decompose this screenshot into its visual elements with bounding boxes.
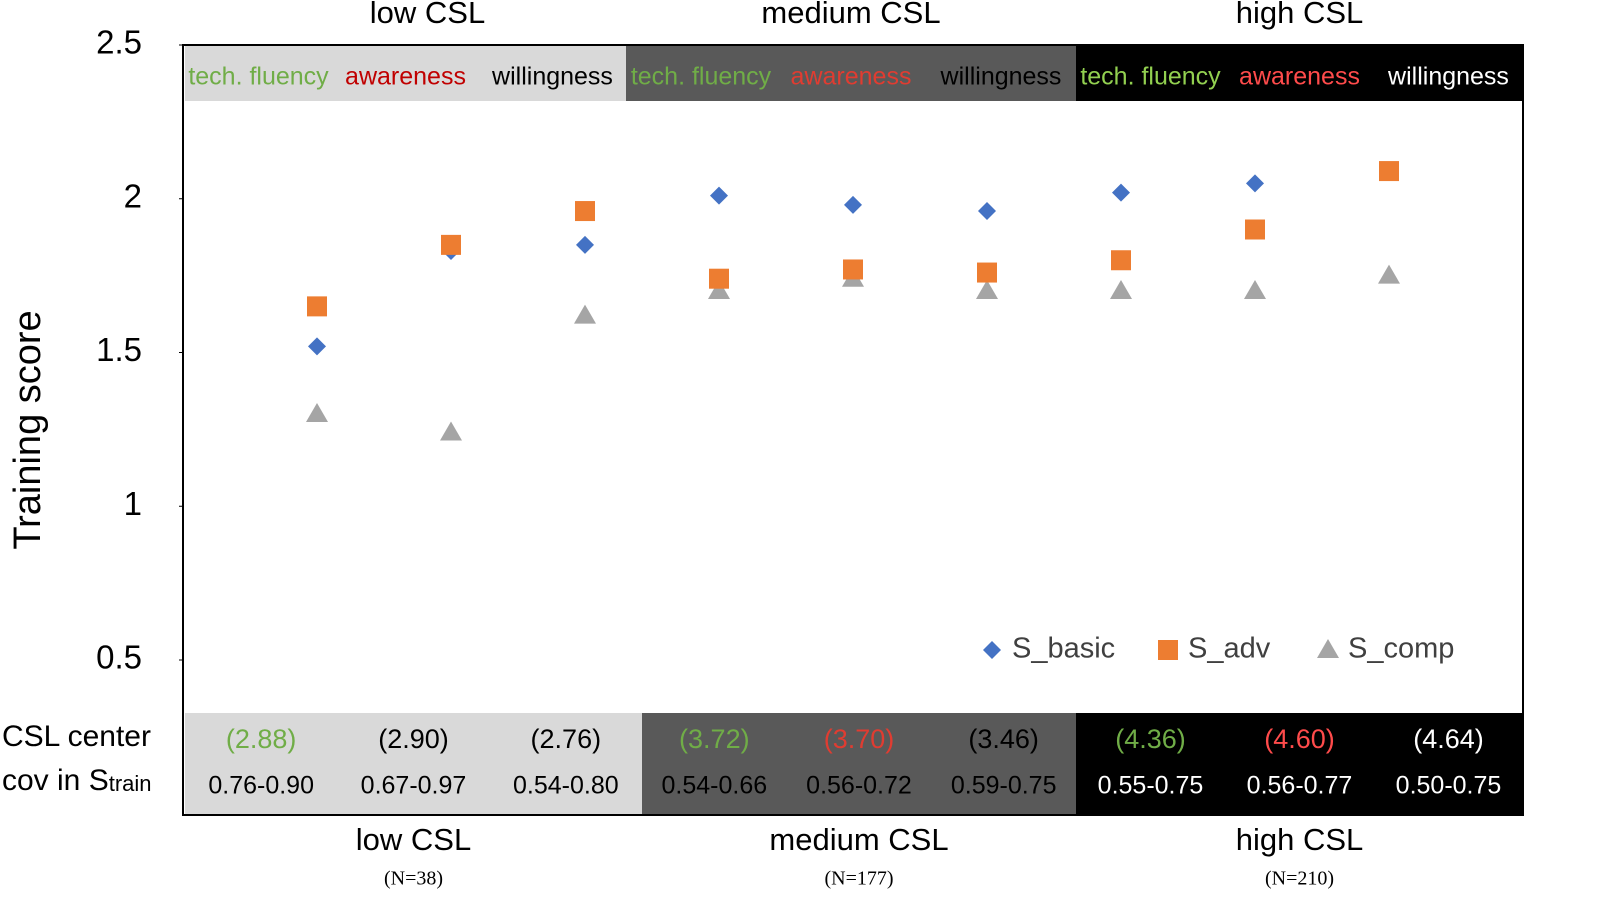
csl-center-value: (3.70): [824, 724, 895, 754]
square-marker: [709, 268, 729, 289]
coverage-value: 0.56-0.72: [806, 772, 912, 800]
group-n: (N=210): [1265, 868, 1334, 890]
category-label: awareness: [345, 63, 466, 91]
coverage-value: 0.59-0.75: [951, 772, 1057, 800]
square-marker: [1379, 161, 1399, 182]
group-title: low CSL: [356, 822, 471, 857]
diamond-marker: [1246, 174, 1264, 193]
coverage-value: 0.54-0.66: [662, 772, 768, 800]
y-axis-label: Training score: [7, 310, 49, 549]
triangle-marker: [1244, 280, 1266, 299]
coverage-value: 0.55-0.75: [1098, 772, 1204, 800]
triangle-marker: [708, 280, 730, 299]
category-label: awareness: [1239, 63, 1360, 91]
y-tick-label: 2: [124, 177, 142, 214]
diamond-marker: [710, 186, 728, 205]
group-title: medium CSL: [769, 822, 948, 857]
csl-center-value: (2.90): [378, 724, 449, 754]
legend-marker: [983, 641, 1001, 659]
group-n: (N=38): [384, 868, 443, 890]
legend-marker: [1317, 639, 1339, 658]
table-band: [642, 713, 1076, 815]
square-marker: [1111, 250, 1131, 271]
square-marker: [307, 296, 327, 317]
csl-center-value: (2.88): [226, 724, 297, 754]
category-label: willingness: [940, 63, 1062, 91]
triangle-marker: [440, 421, 462, 441]
y-tick-label: 1.5: [96, 331, 142, 368]
diamond-marker: [978, 202, 996, 221]
square-marker: [575, 201, 595, 222]
triangle-marker: [1110, 280, 1132, 299]
header-band: [1076, 46, 1523, 101]
legend-label: S_adv: [1188, 633, 1271, 665]
square-marker: [441, 234, 461, 255]
category-label: awareness: [791, 63, 912, 91]
csl-center-value: (3.46): [968, 724, 1039, 754]
triangle-marker: [1378, 264, 1400, 284]
diamond-marker: [308, 337, 326, 356]
group-title: medium CSL: [761, 0, 940, 30]
y-tick-label: 0.5: [96, 639, 142, 676]
triangle-marker: [306, 403, 328, 422]
coverage-value: 0.56-0.77: [1247, 772, 1353, 800]
square-marker: [977, 262, 997, 283]
csl-center-value: (4.36): [1115, 724, 1186, 754]
header-band: [185, 46, 626, 101]
diamond-marker: [576, 235, 594, 254]
group-title: high CSL: [1236, 822, 1364, 857]
triangle-marker: [976, 280, 998, 299]
category-label: tech. fluency: [631, 63, 772, 91]
legend-label: S_comp: [1348, 633, 1454, 665]
row-label-main: cov in S: [2, 764, 109, 797]
legend-label: S_basic: [1012, 633, 1115, 665]
category-label: willingness: [491, 63, 613, 91]
diamond-marker: [844, 195, 862, 214]
diamond-marker: [1112, 183, 1130, 202]
header-band: [626, 46, 1076, 101]
coverage-value: 0.67-0.97: [361, 772, 467, 800]
csl-center-value: (2.76): [531, 724, 602, 754]
coverage-value: 0.54-0.80: [513, 772, 619, 800]
csl-center-value: (4.64): [1413, 724, 1484, 754]
category-label: tech. fluency: [188, 63, 329, 91]
triangle-marker: [574, 304, 596, 324]
plot-frame: [182, 44, 1524, 816]
category-label: willingness: [1387, 63, 1509, 91]
group-n: (N=177): [824, 868, 893, 890]
y-tick-label: 2.5: [96, 24, 142, 61]
row-label: CSL center: [2, 720, 151, 753]
table-band: [1076, 713, 1523, 815]
square-marker: [1245, 219, 1265, 240]
category-label: tech. fluency: [1080, 63, 1221, 91]
csl-center-value: (3.72): [679, 724, 750, 754]
group-title: high CSL: [1236, 0, 1364, 30]
y-tick-label: 1: [124, 485, 142, 522]
group-title: low CSL: [370, 0, 485, 30]
row-label: cov in Strain: [2, 764, 152, 797]
csl-center-value: (4.60): [1264, 724, 1335, 754]
coverage-value: 0.50-0.75: [1396, 772, 1502, 800]
row-label-subscript: train: [109, 771, 152, 796]
coverage-value: 0.76-0.90: [208, 772, 314, 800]
table-band: [185, 713, 642, 815]
square-marker: [843, 259, 863, 280]
legend-marker: [1158, 640, 1178, 660]
